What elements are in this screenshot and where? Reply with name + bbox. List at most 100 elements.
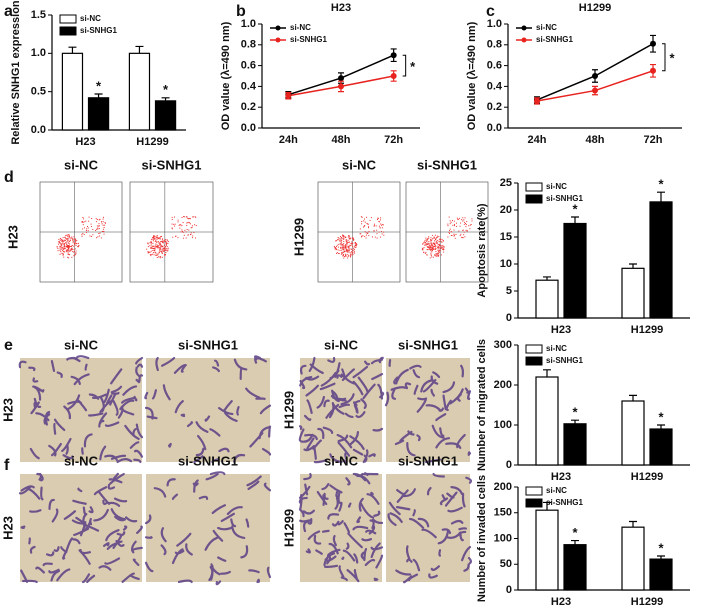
significance-mark: * xyxy=(658,540,664,555)
cell xyxy=(171,548,184,565)
event-dot xyxy=(152,245,154,247)
event-dot xyxy=(423,242,425,244)
cell xyxy=(340,373,356,385)
cell xyxy=(324,564,339,569)
event-dot xyxy=(340,241,342,243)
event-dot xyxy=(340,236,342,238)
event-dot xyxy=(180,231,182,233)
significance-mark: * xyxy=(572,405,578,420)
event-dot xyxy=(425,244,427,246)
event-dot xyxy=(166,239,168,241)
x-tick-label: 72h xyxy=(644,134,663,146)
event-dot xyxy=(424,244,426,246)
cell xyxy=(360,398,367,410)
event-dot xyxy=(92,229,94,231)
event-dot xyxy=(355,244,357,246)
event-dot xyxy=(462,229,464,231)
cell xyxy=(50,442,62,457)
cell xyxy=(360,551,366,561)
event-dot xyxy=(73,251,75,253)
event-dot xyxy=(62,254,64,256)
event-dot xyxy=(364,231,366,233)
event-dot xyxy=(71,247,73,249)
bar xyxy=(87,97,110,131)
micrograph xyxy=(146,474,270,582)
event-dot xyxy=(159,256,161,258)
event-dot xyxy=(363,220,365,222)
cell xyxy=(377,383,384,400)
cell xyxy=(328,542,339,555)
event-dot xyxy=(451,234,453,236)
event-dot xyxy=(468,225,470,227)
event-dot xyxy=(155,252,157,254)
cell xyxy=(247,480,260,491)
event-dot xyxy=(436,242,438,244)
cell xyxy=(70,375,81,385)
event-dot xyxy=(436,254,438,256)
cell xyxy=(341,368,355,382)
event-dot xyxy=(460,233,462,235)
event-dot xyxy=(346,241,348,243)
event-dot xyxy=(159,248,161,250)
event-dot xyxy=(431,244,433,246)
event-dot xyxy=(59,249,61,251)
event-dot xyxy=(345,255,347,257)
event-dot xyxy=(337,236,339,238)
event-dot xyxy=(431,249,433,251)
cell xyxy=(233,358,248,371)
cell xyxy=(416,434,421,442)
event-dot xyxy=(461,219,463,221)
event-dot xyxy=(377,219,379,221)
cell xyxy=(266,566,272,579)
cell xyxy=(185,543,193,556)
y-axis-label: OD value (λ=490 nm) xyxy=(220,21,232,130)
panel-label: a xyxy=(4,3,13,20)
event-dot xyxy=(163,248,165,250)
event-dot xyxy=(83,234,85,236)
event-dot xyxy=(152,248,154,250)
cell xyxy=(363,454,368,463)
event-dot xyxy=(459,217,461,219)
cell xyxy=(36,472,43,481)
event-dot xyxy=(85,220,87,222)
cell xyxy=(40,486,44,501)
cell xyxy=(99,445,107,461)
cell xyxy=(72,538,81,545)
cell xyxy=(298,485,311,499)
y-tick-label: 1.5 xyxy=(31,9,46,21)
event-dot xyxy=(426,243,428,245)
event-dot xyxy=(75,252,77,254)
cell xyxy=(93,508,109,522)
event-dot xyxy=(434,234,436,236)
x-tick-label: 24h xyxy=(528,134,547,146)
cell xyxy=(53,546,60,552)
event-dot xyxy=(335,247,337,249)
cell xyxy=(91,393,107,399)
event-dot xyxy=(345,255,347,257)
cell xyxy=(445,442,462,449)
event-dot xyxy=(373,225,375,227)
event-dot xyxy=(441,245,443,247)
event-dot xyxy=(74,254,76,256)
cell xyxy=(406,558,413,563)
event-dot xyxy=(96,225,98,227)
event-dot xyxy=(74,254,76,256)
event-dot xyxy=(166,250,168,252)
y-axis-label: OD value (λ=490 nm) xyxy=(466,21,478,130)
event-dot xyxy=(82,232,84,234)
event-dot xyxy=(167,242,169,244)
event-dot xyxy=(434,240,436,242)
event-dot xyxy=(102,228,104,230)
cell xyxy=(358,497,364,512)
event-dot xyxy=(342,236,344,238)
cell xyxy=(248,569,260,574)
event-dot xyxy=(439,250,441,252)
event-dot xyxy=(353,238,355,240)
event-dot xyxy=(440,247,442,249)
cell xyxy=(323,492,329,500)
column-label: si-NC xyxy=(324,453,359,468)
event-dot xyxy=(364,221,366,223)
legend-label: si-NC xyxy=(290,23,311,32)
cell xyxy=(308,356,316,372)
